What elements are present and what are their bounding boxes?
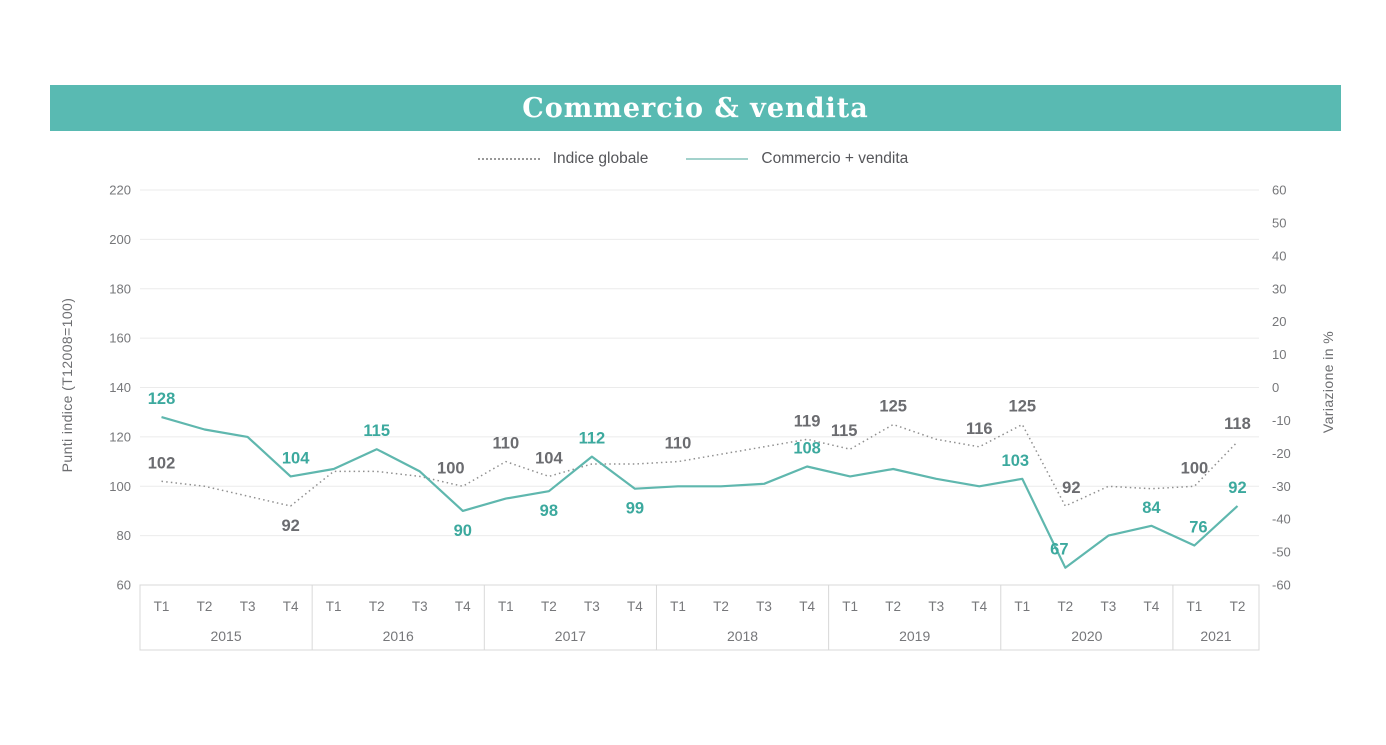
right-axis-tick-label: 10	[1272, 347, 1286, 362]
quarter-label: T4	[627, 599, 643, 614]
data-label: 104	[282, 449, 310, 467]
data-label: 103	[1002, 452, 1030, 470]
data-label: 118	[1224, 415, 1251, 433]
left-axis-tick-label: 220	[109, 183, 131, 198]
legend: Indice globale Commercio + vendita	[0, 147, 1386, 171]
quarter-label: T3	[1100, 599, 1116, 614]
year-label: 2019	[899, 628, 930, 644]
data-label: 125	[879, 398, 907, 416]
data-label: 99	[626, 500, 644, 518]
data-label: 116	[966, 420, 993, 438]
quarter-label: T1	[842, 599, 858, 614]
quarter-label: T4	[283, 599, 299, 614]
data-label: 67	[1050, 541, 1068, 559]
data-label: 84	[1142, 499, 1161, 517]
quarter-label: T1	[326, 599, 342, 614]
right-axis-tick-label: -30	[1272, 479, 1291, 494]
data-label: 100	[437, 459, 465, 477]
quarter-label: T4	[455, 599, 471, 614]
quarter-label: T2	[369, 599, 385, 614]
quarter-label: T4	[799, 599, 815, 614]
left-axis-tick-label: 180	[109, 281, 131, 296]
data-label: 115	[363, 422, 390, 440]
legend-item-indice-globale: Indice globale	[477, 150, 649, 168]
data-label: 90	[454, 522, 472, 540]
data-label: 119	[794, 412, 821, 430]
right-axis-tick-label: -60	[1272, 578, 1291, 593]
series-line-commercio-vendita	[161, 416, 1239, 569]
title-band: Commercio & vendita	[50, 85, 1341, 131]
quarter-label: T1	[154, 599, 170, 614]
right-axis-tick-label: 30	[1272, 281, 1286, 296]
quarter-label: T4	[1144, 599, 1160, 614]
left-axis-tick-label: 140	[109, 380, 131, 395]
quarter-label: T2	[1230, 599, 1246, 614]
left-axis-tick-label: 60	[117, 578, 131, 593]
right-axis-tick-label: 40	[1272, 248, 1286, 263]
legend-item-commercio-vendita: Commercio + vendita	[686, 150, 908, 168]
left-axis-tick-label: 80	[117, 528, 131, 543]
data-label: 115	[831, 422, 858, 440]
data-label: 110	[665, 435, 692, 453]
quarter-label: T1	[1187, 599, 1203, 614]
right-axis-tick-label: -40	[1272, 512, 1291, 527]
quarter-label: T3	[412, 599, 428, 614]
data-label: 125	[1009, 398, 1037, 416]
right-axis-tick-label: 50	[1272, 215, 1286, 230]
year-label: 2021	[1200, 628, 1231, 644]
year-label: 2015	[210, 628, 241, 644]
data-label: 108	[793, 440, 821, 458]
right-axis-tick-label: 20	[1272, 314, 1286, 329]
quarter-label: T3	[756, 599, 772, 614]
legend-label-commercio-vendita: Commercio + vendita	[761, 150, 909, 167]
data-label: 104	[535, 449, 563, 467]
dotted-line-swatch	[477, 158, 540, 160]
year-label: 2016	[383, 628, 414, 644]
quarter-label: T4	[971, 599, 987, 614]
series-line-indice-globale	[161, 423, 1239, 507]
chart-title: Commercio & vendita	[522, 92, 869, 124]
right-axis-tick-label: -20	[1272, 446, 1291, 461]
data-label: 112	[579, 430, 606, 448]
year-label: 2020	[1071, 628, 1102, 644]
right-axis-tick-label: -50	[1272, 545, 1291, 560]
legend-label-indice-globale: Indice globale	[552, 150, 649, 167]
quarter-label: T2	[1057, 599, 1073, 614]
data-label: 100	[1181, 459, 1209, 477]
x-axis-band	[139, 584, 1260, 651]
quarter-label: T3	[584, 599, 600, 614]
quarter-label: T1	[670, 599, 686, 614]
left-axis-tick-label: 120	[109, 429, 131, 444]
left-axis-tick-label: 160	[109, 331, 131, 346]
right-axis-tick-label: 0	[1272, 380, 1279, 395]
data-label: 98	[540, 502, 558, 520]
year-label: 2017	[555, 628, 586, 644]
data-label: 102	[148, 454, 176, 472]
data-label: 92	[281, 517, 299, 535]
quarter-label: T3	[928, 599, 944, 614]
solid-line-swatch	[686, 158, 749, 160]
quarter-label: T2	[885, 599, 901, 614]
data-label: 110	[493, 435, 520, 453]
quarter-label: T1	[1014, 599, 1030, 614]
left-axis-tick-label: 200	[109, 232, 131, 247]
quarter-label: T2	[713, 599, 729, 614]
quarter-label: T2	[541, 599, 557, 614]
right-axis-tick-label: -10	[1272, 413, 1291, 428]
quarter-label: T2	[197, 599, 213, 614]
data-label: 128	[148, 390, 176, 408]
left-axis-tick-label: 100	[109, 479, 131, 494]
right-axis-tick-label: 60	[1272, 183, 1286, 198]
data-label: 92	[1228, 479, 1246, 497]
quarter-label: T1	[498, 599, 514, 614]
quarter-label: T3	[240, 599, 256, 614]
data-label: 76	[1189, 519, 1207, 537]
data-label: 92	[1062, 479, 1080, 497]
year-label: 2018	[727, 628, 758, 644]
